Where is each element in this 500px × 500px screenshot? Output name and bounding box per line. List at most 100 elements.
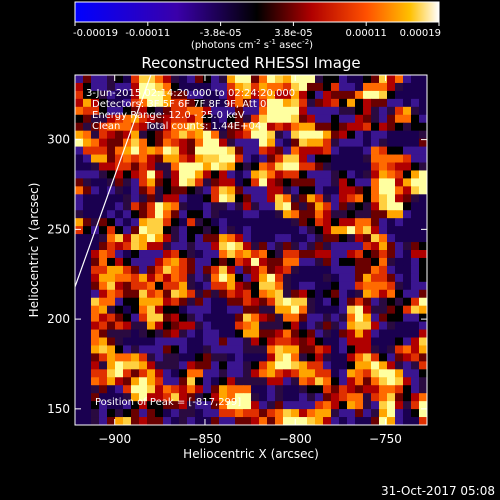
heatmap-cell	[363, 170, 372, 179]
heatmap-cell	[267, 353, 276, 362]
heatmap-cell	[139, 170, 148, 179]
heatmap-cell	[139, 178, 148, 187]
heatmap-cell	[243, 242, 252, 251]
heatmap-cell	[83, 170, 92, 179]
heatmap-cell	[163, 337, 172, 346]
heatmap-cell	[411, 321, 420, 330]
heatmap-cell	[315, 122, 324, 132]
heatmap-cell	[171, 313, 180, 322]
heatmap-cell	[283, 361, 292, 370]
heatmap-cell	[91, 257, 100, 267]
heatmap-cell	[315, 170, 324, 179]
heatmap-cell	[131, 393, 140, 402]
heatmap-cell	[203, 265, 212, 275]
heatmap-cell	[123, 194, 132, 203]
heatmap-cell	[195, 114, 204, 124]
heatmap-cell	[83, 75, 92, 84]
heatmap-cell	[123, 218, 132, 227]
heatmap-cell	[147, 353, 156, 362]
heatmap-cell	[203, 162, 212, 171]
heatmap-cell	[99, 194, 108, 203]
heatmap-cell	[347, 329, 356, 338]
heatmap-cell	[75, 170, 84, 179]
heatmap-cell	[419, 265, 427, 275]
heatmap-cell	[115, 186, 124, 195]
heatmap-cell	[107, 170, 116, 179]
heatmap-cell	[411, 313, 420, 322]
heatmap-cell	[267, 82, 276, 92]
heatmap-cell	[155, 297, 164, 307]
heatmap-cell	[403, 218, 412, 227]
heatmap-cell	[131, 82, 140, 92]
heatmap-cell	[219, 361, 228, 370]
heatmap-cell	[259, 281, 268, 291]
heatmap-cell	[419, 226, 427, 235]
heatmap-cell	[283, 273, 292, 283]
heatmap-cell	[307, 305, 316, 315]
heatmap-cell	[91, 106, 100, 116]
heatmap-cell	[275, 170, 284, 179]
colorbar-tick-label: 0.00011	[346, 28, 387, 39]
heatmap-cell	[419, 305, 427, 315]
heatmap-cell	[299, 90, 308, 100]
heatmap-cell	[307, 130, 316, 140]
heatmap-cell	[363, 146, 372, 155]
heatmap-cell	[371, 186, 380, 195]
heatmap-cell	[251, 329, 260, 338]
heatmap-cell	[99, 273, 108, 283]
heatmap-cell	[291, 146, 300, 155]
heatmap-cell	[419, 234, 427, 243]
heatmap-cell	[355, 345, 364, 354]
heatmap-cell	[195, 98, 204, 108]
heatmap-cell	[123, 234, 132, 243]
heatmap-cell	[187, 106, 196, 116]
heatmap-cell	[227, 138, 236, 147]
heatmap-cell	[283, 234, 292, 243]
heatmap-cell	[323, 226, 332, 235]
heatmap-cell	[75, 305, 84, 315]
heatmap-cell	[243, 257, 252, 267]
heatmap-cell	[139, 273, 148, 283]
heatmap-cell	[259, 417, 268, 425]
heatmap-cell	[75, 122, 84, 132]
heatmap-cell	[411, 281, 420, 291]
heatmap-cell	[355, 202, 364, 211]
heatmap-cell	[139, 242, 148, 251]
heatmap-cell	[75, 353, 84, 362]
heatmap-cell	[107, 226, 116, 235]
heatmap-cell	[403, 257, 412, 267]
heatmap-cell	[171, 122, 180, 132]
heatmap-cell	[339, 90, 348, 100]
heatmap-cell	[163, 194, 172, 203]
heatmap-cell	[275, 242, 284, 251]
heatmap-cell	[259, 82, 268, 92]
heatmap-cell	[339, 186, 348, 195]
heatmap-cell	[211, 353, 220, 362]
heatmap-cell	[275, 409, 284, 418]
heatmap-cell	[395, 98, 404, 108]
heatmap-cell	[171, 257, 180, 267]
heatmap-cell	[275, 130, 284, 140]
heatmap-cell	[267, 114, 276, 124]
heatmap-cell	[195, 194, 204, 203]
heatmap-cell	[347, 162, 356, 171]
heatmap-cell	[283, 218, 292, 227]
heatmap-cell	[91, 385, 100, 394]
heatmap-cell	[163, 146, 172, 155]
heatmap-cell	[307, 265, 316, 275]
heatmap-cell	[211, 130, 220, 140]
heatmap-cell	[227, 313, 236, 322]
heatmap-cell	[115, 82, 124, 92]
heatmap-cell	[91, 75, 100, 84]
heatmap-cell	[139, 409, 148, 418]
heatmap-cell	[155, 353, 164, 362]
heatmap-cell	[123, 265, 132, 275]
heatmap-cell	[163, 210, 172, 219]
heatmap-cell	[395, 210, 404, 219]
heatmap-cell	[339, 265, 348, 275]
heatmap-cell	[363, 186, 372, 195]
heatmap-cell	[379, 257, 388, 267]
heatmap-cell	[299, 345, 308, 354]
heatmap-cell	[203, 82, 212, 92]
heatmap-cell	[267, 202, 276, 211]
